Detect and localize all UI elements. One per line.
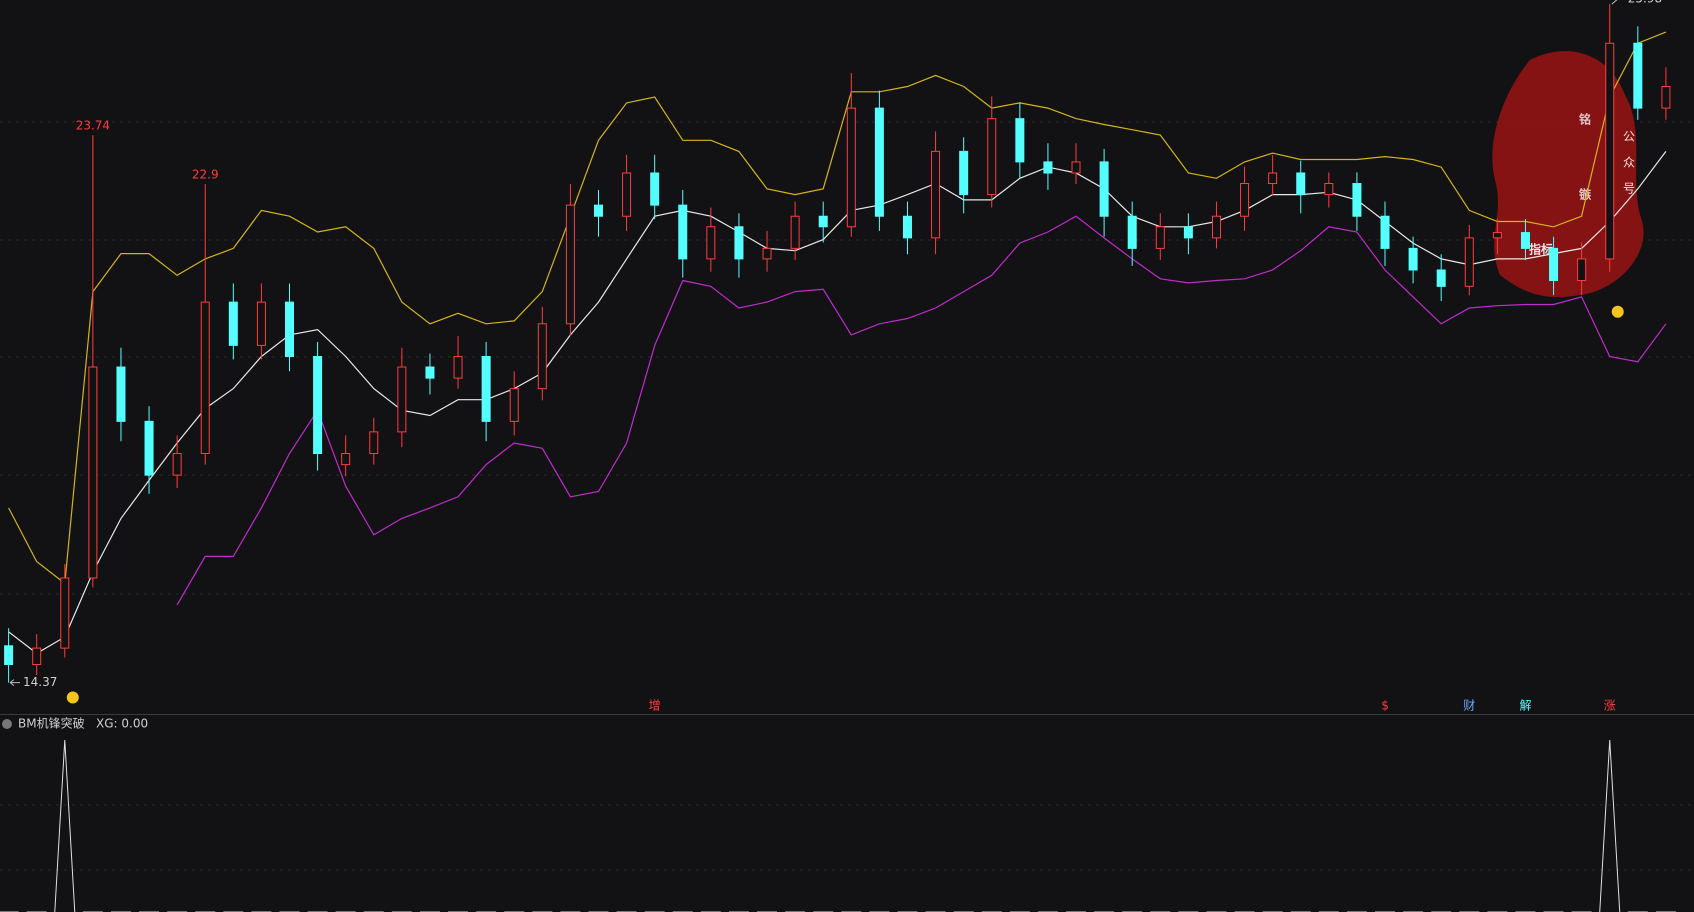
- band-line: [176, 215, 1667, 606]
- event-marker: 增: [649, 699, 661, 713]
- signal-dot: [1611, 305, 1624, 318]
- low-pointer: [9, 679, 20, 687]
- candle-body: [341, 453, 351, 466]
- candle-body: [706, 226, 716, 260]
- high-pointer: [1611, 0, 1618, 5]
- candle-body: [874, 107, 884, 217]
- candle-body: [1240, 183, 1250, 217]
- candle-body: [1380, 215, 1390, 249]
- candle-body: [1661, 85, 1671, 109]
- candle-body: [116, 366, 126, 422]
- candle-body: [1183, 226, 1193, 239]
- candle-body: [144, 420, 154, 476]
- candle-body: [4, 645, 14, 665]
- candle-body: [537, 323, 547, 390]
- candle-body: [1099, 161, 1109, 217]
- high-label: 23.74: [76, 119, 110, 133]
- candle-body: [1464, 237, 1474, 287]
- watermark-seal: [1492, 51, 1644, 298]
- candle-body: [1492, 232, 1502, 239]
- candle-body: [790, 215, 800, 249]
- candle-body: [425, 366, 435, 379]
- candle-body: [593, 204, 603, 217]
- candle-body: [453, 356, 463, 379]
- indicator-legend: XG: 0.00: [96, 717, 148, 731]
- candle-body: [313, 356, 323, 455]
- watermark-big: 铭: [1579, 112, 1591, 127]
- low-label: 14.37: [23, 675, 57, 689]
- candle-body: [1043, 161, 1053, 174]
- candle-body: [60, 577, 70, 649]
- candle-body: [1296, 172, 1306, 196]
- candle-body: [818, 215, 828, 228]
- candle-body: [565, 204, 575, 325]
- candle-body: [1408, 247, 1418, 271]
- watermark-small: 号: [1623, 182, 1635, 196]
- watermark-tag: 指标: [1529, 242, 1553, 257]
- candle-body: [1268, 172, 1278, 185]
- candle-body: [256, 301, 266, 346]
- indicator-name: BM机锋突破: [18, 716, 85, 731]
- candle-body: [902, 215, 912, 239]
- candle-body: [846, 107, 856, 228]
- candle-body: [622, 172, 632, 217]
- grid-layout: [0, 121, 1694, 871]
- candle-body: [1324, 183, 1334, 196]
- candle-body: [1352, 183, 1362, 217]
- signal-spike: [54, 739, 76, 912]
- high-label: 25.98: [1628, 0, 1662, 6]
- candle-body: [1520, 232, 1530, 249]
- high-label: 22.9: [192, 168, 219, 182]
- signal-dot: [66, 691, 79, 704]
- event-marker: $: [1381, 699, 1389, 713]
- watermark-small: 众: [1623, 156, 1635, 170]
- candle-body: [959, 150, 969, 196]
- candle-body: [1015, 118, 1025, 163]
- candle-body: [1211, 215, 1221, 239]
- candle-body: [1127, 215, 1137, 249]
- candle-body: [1549, 247, 1559, 282]
- candle-body: [1155, 226, 1165, 249]
- candle-body: [1436, 269, 1446, 287]
- candle-body: [88, 366, 98, 579]
- candle-body: [228, 301, 238, 346]
- candle-body: [1071, 161, 1081, 174]
- candle-body: [762, 247, 772, 260]
- indicator-icon: [2, 719, 12, 729]
- event-marker: 涨: [1604, 698, 1616, 713]
- band-line: [8, 31, 1667, 585]
- candle-body: [1577, 258, 1587, 282]
- candle-body: [931, 150, 941, 239]
- candle-body: [481, 356, 491, 422]
- candle-body: [32, 647, 42, 665]
- candle-body: [369, 431, 379, 455]
- candle-body: [509, 388, 519, 422]
- candle-body: [1605, 42, 1615, 260]
- candle-body: [1633, 42, 1643, 109]
- candle-body: [734, 226, 744, 260]
- candle-body: [397, 366, 407, 433]
- watermark-big: 镞: [1579, 187, 1592, 202]
- candle-body: [172, 453, 182, 476]
- event-marker: 财: [1463, 699, 1475, 713]
- candle-body: [987, 118, 997, 196]
- candle-body: [200, 301, 210, 455]
- candle-body: [678, 204, 688, 260]
- event-marker: 解: [1519, 699, 1531, 713]
- band-line: [8, 151, 1667, 655]
- candle-body: [285, 301, 294, 357]
- candle-body: [650, 172, 660, 206]
- watermark-small: 公: [1623, 130, 1635, 144]
- signal-spike: [1599, 739, 1621, 912]
